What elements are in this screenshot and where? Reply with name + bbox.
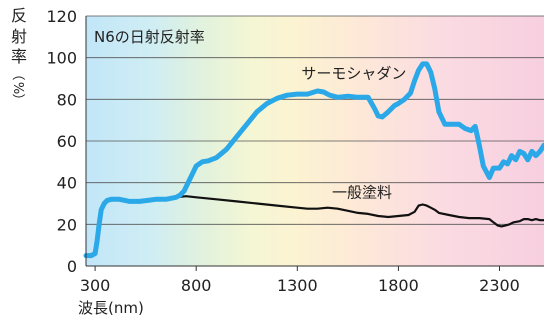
x-tick-labels: 300 800 1300 1800 2300 xyxy=(80,266,520,295)
chart-title: N6の日射反射率 xyxy=(94,28,205,46)
y-tick-label: 120 xyxy=(46,7,77,26)
grid xyxy=(86,15,544,225)
series-label: サーモシャダン xyxy=(301,65,406,83)
y-tick-labels: 0 20 40 60 80 100 120 xyxy=(46,7,77,276)
x-tick-label: 1300 xyxy=(277,276,318,295)
y-axis-label-char: ） xyxy=(10,93,25,106)
series-label: 一般塗料 xyxy=(332,183,392,201)
y-axis-label-char: % xyxy=(10,82,25,94)
series-line-thermo-shadan xyxy=(83,61,544,259)
x-tick-label: 1800 xyxy=(378,276,419,295)
x-tick-label: 300 xyxy=(80,276,111,295)
y-tick-label: 100 xyxy=(46,49,77,68)
y-axis-label-char: 射 xyxy=(11,27,27,46)
y-tick-label: 60 xyxy=(57,132,77,151)
y-tick-label: 20 xyxy=(57,215,77,234)
x-axis-label: 波長(nm) xyxy=(78,299,144,317)
x-tick-label: 800 xyxy=(181,276,212,295)
y-axis-label: 反射率（%） xyxy=(10,6,27,107)
y-axis-label-char: 率 xyxy=(11,47,27,66)
y-axis-label-char: （ xyxy=(10,67,25,80)
series-lines xyxy=(83,61,544,259)
x-tick-label: 2300 xyxy=(479,276,520,295)
y-tick-label: 0 xyxy=(67,257,77,276)
y-tick-label: 40 xyxy=(57,174,77,193)
y-axis-label-char: 反 xyxy=(11,6,27,25)
y-tick-label: 80 xyxy=(57,90,77,109)
